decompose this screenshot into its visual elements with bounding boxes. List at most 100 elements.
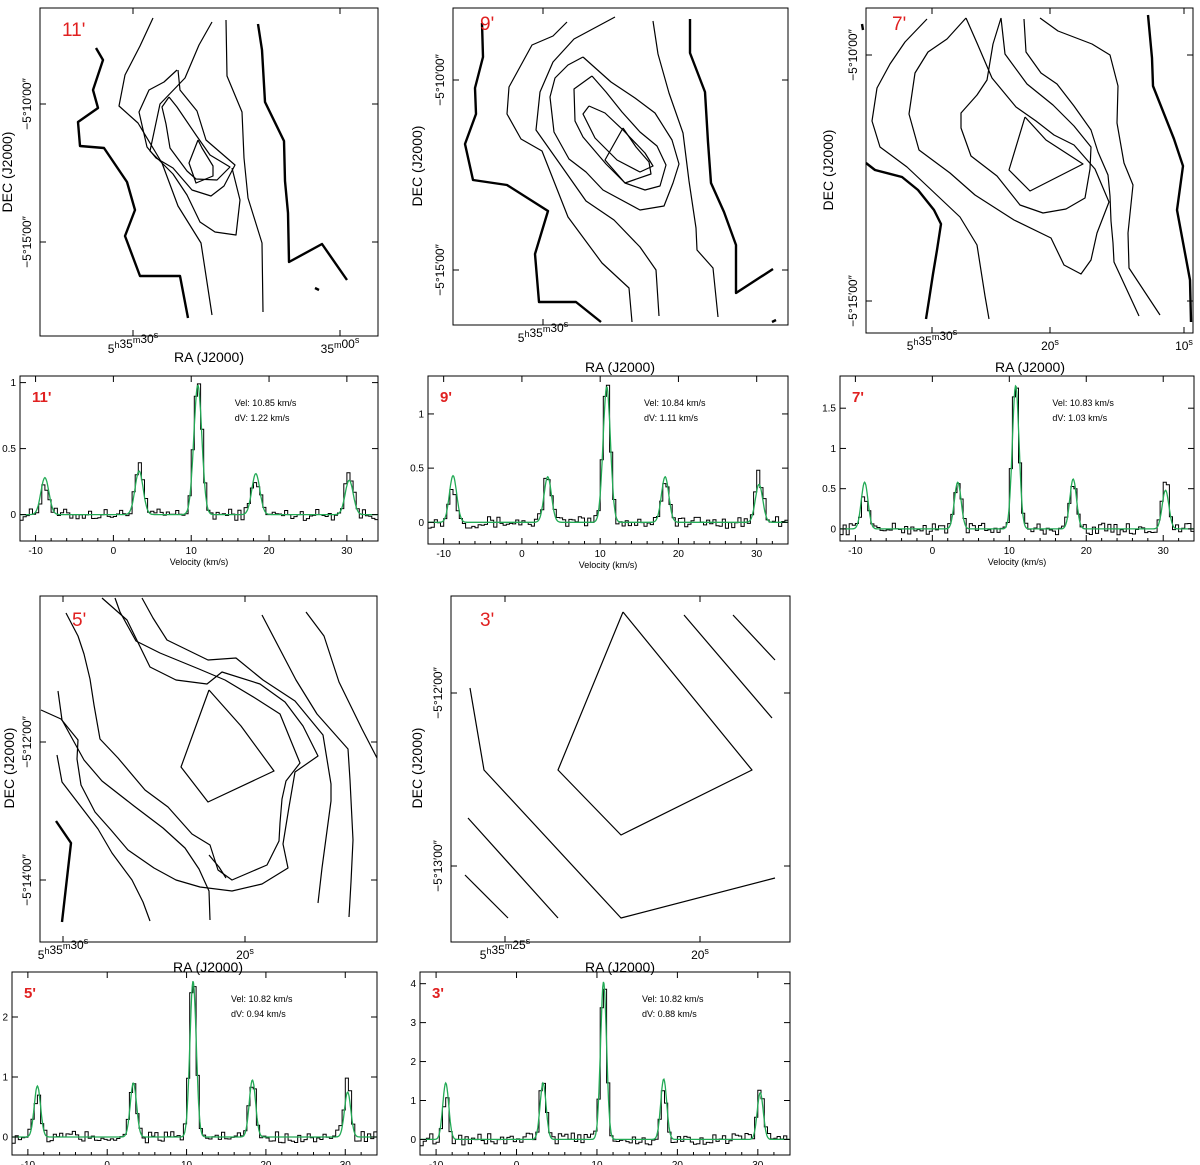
contour-line [180,689,275,803]
x-tick-label: -10 [28,546,43,557]
panel-label: 9' [440,389,452,406]
linewidth-annotation: dV: 0.88 km/s [642,1009,697,1019]
y-tick-label: 0 [2,1133,8,1144]
y-axis-label: DEC (J2000) [409,126,425,207]
x-axis-label: Velocity (km/s) [988,557,1047,567]
y-tick-label: 0 [418,518,424,529]
x-tick-label: 35m00s [321,335,360,356]
spectrum-panel: -100102030012Velocity (km/s)5'Vel: 10.82… [2,971,378,1165]
panel-label: 11' [62,20,85,41]
y-tick-label: 0.5 [410,464,424,475]
y-tick-label: 1.5 [822,404,836,415]
contour-line [469,687,776,919]
spectrum-panel: -10 0 10 20 30 0 0.5 1 Velocity (km/s) 9' Vel: 10.… [410,375,789,570]
x-tick-label: -10 [429,1160,444,1165]
y-tick-label: 1 [10,378,16,389]
map-frame [450,595,791,943]
contour-line [582,105,654,173]
contour-line [57,690,211,921]
contour-line [604,127,652,184]
contour-line [65,597,301,881]
x-tick-label: 20 [1081,546,1093,557]
observed-spectrum [840,387,1194,536]
x-tick-label: 5h35m30s [907,327,958,353]
x-tick-label: 30 [1158,546,1170,557]
x-axis-label: Velocity (km/s) [579,560,638,570]
contour-line [871,18,990,320]
x-tick-label: 0 [519,549,525,560]
y-tick-label: 1 [830,444,836,455]
map-frame [865,7,1194,334]
fit-curve [420,981,790,1141]
spectrum-frame [839,375,1195,542]
contour-line [960,17,1092,214]
contour-map-panel: 5h35m30s 35m00s −5°10′00″ −5°15′00″ 11' RA (J… [0,7,379,365]
y-tick-label: −5°15′00″ [433,243,447,295]
x-tick-label: 5h35m30s [108,330,159,356]
outer-contour-line [688,19,774,295]
x-axis-label: RA (J2000) [585,359,655,375]
x-tick-label: 0 [930,546,936,557]
contour-line [141,597,332,904]
x-tick-label: 10 [595,549,607,560]
contour-map-panel: 5h35m30s −5°10′00″ −5°15′00″ 9' RA (J2000) DE… [409,7,789,375]
contour-line [557,611,753,836]
x-tick-label: 20 [263,546,275,557]
x-tick-label: 0 [111,546,117,557]
outer-contour-line [860,23,865,31]
x-tick-label: 5h35m30s [518,319,569,345]
contour-line [56,754,151,922]
contour-line [535,16,660,317]
outer-contour-line [1146,14,1193,323]
contour-line [261,614,354,918]
x-axis-label: RA (J2000) [174,349,244,365]
outer-contour-line [865,162,943,320]
y-tick-label: 2 [2,1013,8,1024]
y-axis-label: DEC (J2000) [1,728,17,809]
y-tick-label: −5°10′00″ [433,53,447,105]
spectrum-panel: -10010203001234Velocity (km/s)3'Vel: 10.… [410,971,791,1165]
contour-line [149,21,241,236]
spectrum-frame [427,375,789,545]
x-tick-label: 20 [672,1160,684,1165]
contour-line [138,69,236,197]
fit-curve [428,386,788,523]
contour-line [188,139,214,184]
outer-contour-line [76,47,190,319]
outer-contour-line [771,318,777,324]
contour-line [908,17,1110,275]
contour-line [305,611,378,759]
x-tick-label: 0 [514,1160,520,1165]
contour-line [1023,18,1140,317]
x-tick-label: 10s [1175,337,1193,353]
x-tick-label: 20s [236,946,254,962]
y-tick-label: 0.5 [2,444,16,455]
y-axis-label: DEC (J2000) [820,130,836,211]
velocity-annotation: Vel: 10.84 km/s [644,398,706,408]
map-frame [452,7,789,326]
contour-line [467,817,559,919]
contour-line [652,20,719,318]
contour-map-panel: 5h35m25s 20s −5°12′00″ −5°13′00″ 3' RA (J2000… [409,595,791,975]
contour-line [208,854,227,879]
x-tick-label: -10 [848,546,863,557]
y-axis-label: DEC (J2000) [409,728,425,809]
linewidth-annotation: dV: 1.11 km/s [644,413,699,423]
contour-map-panel: 5h35m30s 20s −5°12′00″ −5°14′00″ 5' RA (J2000… [1,595,378,975]
panel-label: 5' [72,610,86,631]
fit-curve [12,980,377,1138]
y-tick-label: 0.5 [822,484,836,495]
y-tick-label: 1 [410,1096,416,1107]
x-tick-label: 20 [673,549,685,560]
linewidth-annotation: dV: 0.94 km/s [231,1009,286,1019]
contour-map-panel: 5h35m30s 20s 10s −5°10′00″ −5°15′00″ 7' RA (J2… [820,7,1194,375]
y-tick-label: −5°12′00″ [20,715,34,767]
contour-line [732,614,776,661]
y-tick-label: −5°10′00″ [846,28,860,80]
panel-label: 3' [432,985,444,1002]
y-tick-label: 4 [410,979,416,990]
panel-label: 5' [24,985,36,1002]
y-tick-label: 1 [418,409,424,420]
y-tick-label: −5°14′00″ [20,853,34,905]
y-tick-label: 0 [830,524,836,535]
